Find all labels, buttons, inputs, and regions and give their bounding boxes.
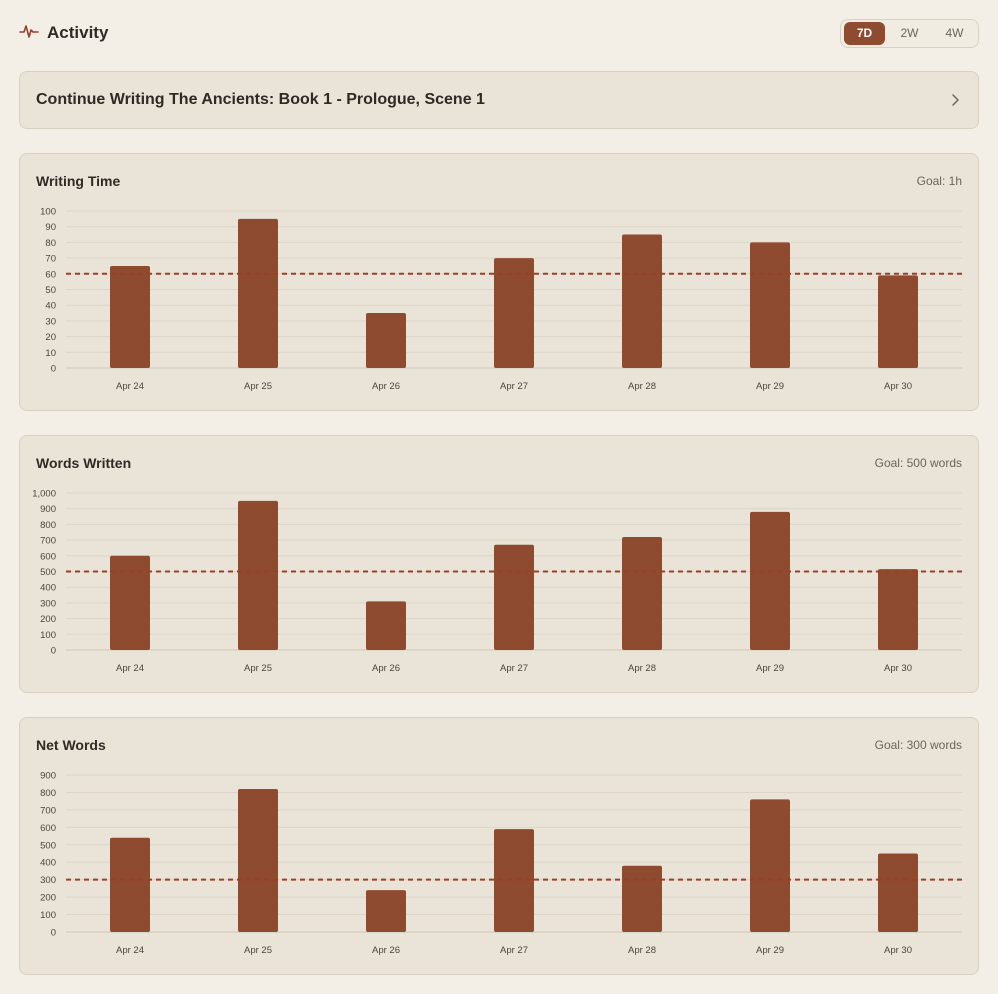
y-tick-label: 600 [40,551,56,562]
x-tick-label: Apr 30 [884,663,912,674]
x-tick-label: Apr 26 [372,663,400,674]
words-written-card: Words Written Goal: 500 words 0 100 200 300… [19,435,979,693]
chart-title: Net Words [36,737,106,753]
bar [366,313,406,368]
bar [750,242,790,368]
y-tick-label: 30 [45,316,56,327]
chevron-right-icon [948,93,962,107]
chart-title: Words Written [36,455,132,471]
bar [366,601,406,650]
y-tick-label: 800 [40,788,56,799]
page-title: Activity [47,23,109,42]
y-tick-label: 800 [40,520,56,531]
activity-pulse-icon [19,21,39,46]
range-7d-button[interactable]: 7D [844,21,885,45]
bar [110,837,150,932]
x-tick-label: Apr 29 [756,945,784,956]
bar [238,500,278,650]
chart-goal-label: Goal: 1h [916,174,962,188]
bar [494,544,534,650]
bar [110,555,150,650]
x-tick-label: Apr 27 [500,663,528,674]
writing-time-card: Writing Time Goal: 1h 0 10 20 30 40 50 60 70 80 9… [19,153,979,411]
x-tick-label: Apr 24 [116,663,144,674]
bar [622,536,662,650]
y-tick-label: 100 [40,910,56,921]
x-tick-label: Apr 30 [884,381,912,392]
bar [494,829,534,932]
bar [750,799,790,932]
y-tick-label: 20 [45,332,56,343]
y-tick-label: 900 [40,504,56,515]
chart-title: Writing Time [36,173,121,189]
y-tick-label: 700 [40,805,56,816]
continue-writing-label: Continue Writing The Ancients: Book 1 - … [36,91,485,108]
x-tick-label: Apr 26 [372,381,400,392]
y-tick-label: 400 [40,583,56,594]
y-tick-label: 1,000 [32,489,56,500]
range-4w-button[interactable]: 4W [945,26,964,40]
x-tick-label: Apr 29 [756,381,784,392]
y-tick-label: 600 [40,823,56,834]
bar [238,788,278,932]
x-tick-label: Apr 27 [500,381,528,392]
y-tick-label: 700 [40,536,56,547]
chart-goal-label: Goal: 300 words [874,738,962,752]
y-tick-label: 0 [51,364,56,375]
bar [622,865,662,932]
y-tick-label: 500 [40,567,56,578]
bar [750,511,790,650]
y-tick-label: 100 [40,207,56,218]
bar [110,265,150,368]
bar [878,275,918,368]
range-2w-button[interactable]: 2W [900,26,919,40]
x-tick-label: Apr 27 [500,945,528,956]
y-tick-label: 80 [45,238,56,249]
chart-goal-label: Goal: 500 words [874,456,962,470]
net-words-chart: 0 100 200 300 400 500 600 700 800 900 Apr 24 Apr 25… [40,771,962,956]
y-tick-label: 300 [40,598,56,609]
bar [622,234,662,368]
y-tick-label: 400 [40,858,56,869]
title-wrap: Activity [19,21,108,46]
x-tick-label: Apr 28 [628,945,656,956]
net-words-card: Net Words Goal: 300 words 0 100 200 300 400 5… [19,717,979,975]
x-tick-label: Apr 25 [244,945,272,956]
x-tick-label: Apr 24 [116,945,144,956]
x-tick-label: Apr 30 [884,945,912,956]
y-tick-label: 70 [45,254,56,265]
x-tick-label: Apr 25 [244,381,272,392]
bar [494,258,534,368]
bar [878,853,918,932]
y-tick-label: 200 [40,614,56,625]
x-tick-label: Apr 28 [628,663,656,674]
x-tick-label: Apr 28 [628,381,656,392]
x-tick-label: Apr 29 [756,663,784,674]
y-tick-label: 200 [40,893,56,904]
y-tick-label: 60 [45,269,56,280]
bar [238,218,278,368]
y-tick-label: 900 [40,771,56,782]
x-tick-label: Apr 25 [244,663,272,674]
y-tick-label: 90 [45,222,56,233]
writing-time-chart: 0 10 20 30 40 50 60 70 80 90 100 Apr 24 Apr 25 Apr 26… [40,207,962,392]
y-tick-label: 50 [45,285,56,296]
x-tick-label: Apr 26 [372,945,400,956]
y-tick-label: 300 [40,875,56,886]
bar [878,569,918,650]
range-toggle: 7D 2W 4W [840,18,979,48]
y-tick-label: 0 [51,928,56,939]
continue-writing-card[interactable]: Continue Writing The Ancients: Book 1 - … [19,71,979,129]
y-tick-label: 500 [40,840,56,851]
words-written-chart: 0 100 200 300 400 500 600 700 800 900 1,000 Apr 24 A… [32,489,962,674]
header: Activity 7D 2W 4W [19,18,979,48]
y-tick-label: 10 [45,348,56,359]
y-tick-label: 40 [45,301,56,312]
x-tick-label: Apr 24 [116,381,144,392]
y-tick-label: 0 [51,646,56,657]
bar [366,890,406,932]
y-tick-label: 100 [40,630,56,641]
